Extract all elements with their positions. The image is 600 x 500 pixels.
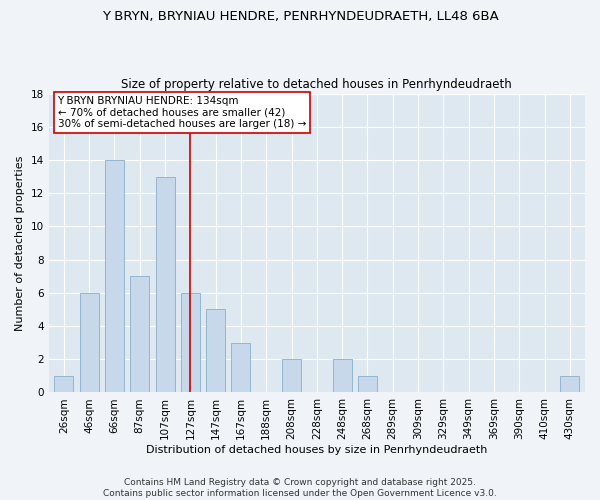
X-axis label: Distribution of detached houses by size in Penrhyndeudraeth: Distribution of detached houses by size … <box>146 445 488 455</box>
Bar <box>332 359 352 392</box>
Bar <box>358 376 377 392</box>
Bar <box>282 359 301 392</box>
Text: Y BRYN, BRYNIAU HENDRE, PENRHYNDEUDRAETH, LL48 6BA: Y BRYN, BRYNIAU HENDRE, PENRHYNDEUDRAETH… <box>101 10 499 23</box>
Y-axis label: Number of detached properties: Number of detached properties <box>15 156 25 330</box>
Bar <box>80 293 98 392</box>
Title: Size of property relative to detached houses in Penrhyndeudraeth: Size of property relative to detached ho… <box>121 78 512 91</box>
Bar <box>181 293 200 392</box>
Bar <box>55 376 73 392</box>
Text: Y BRYN BRYNIAU HENDRE: 134sqm
← 70% of detached houses are smaller (42)
30% of s: Y BRYN BRYNIAU HENDRE: 134sqm ← 70% of d… <box>58 96 306 129</box>
Bar <box>105 160 124 392</box>
Bar <box>130 276 149 392</box>
Bar <box>232 342 250 392</box>
Bar <box>206 310 225 392</box>
Text: Contains HM Land Registry data © Crown copyright and database right 2025.
Contai: Contains HM Land Registry data © Crown c… <box>103 478 497 498</box>
Bar <box>155 176 175 392</box>
Bar <box>560 376 580 392</box>
